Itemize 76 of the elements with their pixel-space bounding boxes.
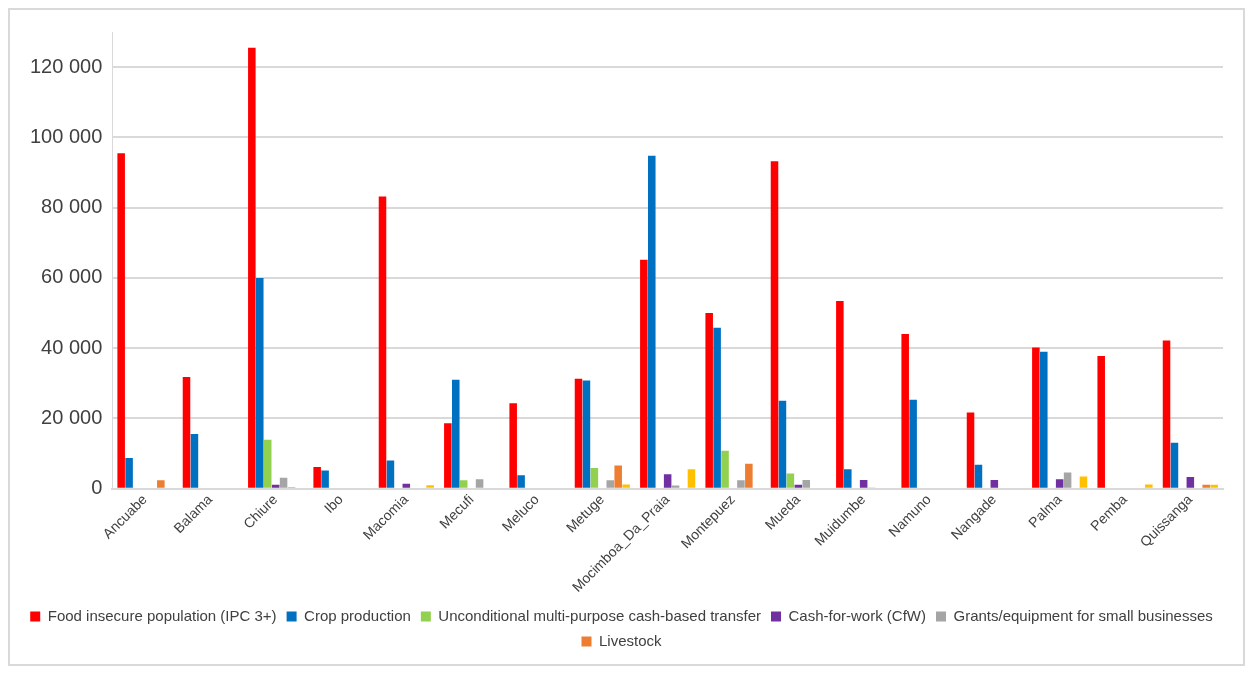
bar [182, 376, 191, 488]
y-tick-label: 60 000 [41, 265, 103, 288]
bar [256, 277, 264, 488]
bar [836, 301, 844, 488]
bar [844, 469, 852, 488]
bar [1210, 484, 1218, 488]
bar [1063, 472, 1072, 488]
bar [517, 475, 525, 488]
bar [117, 153, 125, 488]
bar [974, 464, 983, 488]
legend-label: Food insecure population (IPC 3+) [47, 606, 277, 624]
bar [713, 327, 721, 488]
bar [582, 380, 591, 488]
bar [1162, 340, 1171, 488]
bar [386, 460, 395, 488]
bar [426, 485, 434, 488]
bar [990, 479, 999, 488]
bar [909, 399, 917, 488]
bar [770, 161, 779, 488]
bar [966, 412, 975, 488]
bar [622, 484, 630, 488]
bar [640, 259, 648, 488]
bar [648, 155, 656, 488]
bar [248, 47, 256, 488]
bar [1186, 477, 1195, 488]
bar [705, 313, 713, 488]
bar [452, 379, 460, 488]
bar [859, 479, 868, 488]
y-tick-label: 120 000 [30, 54, 103, 77]
legend-label: Crop production [304, 606, 411, 624]
bar [663, 474, 672, 488]
bar [459, 480, 468, 488]
bar [1040, 351, 1048, 488]
bar [1202, 484, 1210, 488]
bar [321, 470, 329, 488]
bar [802, 479, 811, 488]
x-tick-label: Ibo [320, 491, 346, 517]
bar [794, 484, 803, 488]
bar [279, 477, 288, 488]
bar [1170, 442, 1179, 488]
bar [271, 484, 280, 488]
bar [475, 479, 484, 488]
bar [313, 466, 321, 488]
y-tick-label: 40 000 [41, 335, 103, 358]
bar [590, 467, 599, 488]
y-tick-label: 20 000 [41, 405, 103, 428]
legend-label: Grants/equipment for small businesses [953, 606, 1213, 624]
bar [778, 400, 787, 488]
bar [157, 480, 165, 488]
bar [263, 439, 272, 488]
bar [190, 433, 199, 488]
bar [1145, 484, 1153, 488]
legend-label: Unconditional multi-purpose cash-based transfer [438, 606, 761, 624]
bar [402, 483, 411, 488]
y-tick-label: 80 000 [41, 195, 103, 218]
y-tick-label: 0 [91, 476, 103, 499]
bar [125, 458, 133, 488]
bar [444, 423, 452, 488]
bar [606, 480, 615, 488]
bar [721, 450, 729, 488]
bar [1097, 355, 1105, 488]
bar [737, 480, 745, 488]
legend-label: Livestock [598, 631, 663, 649]
y-tick-label: 100 000 [30, 124, 103, 147]
legend-label: Cash-for-work (CfW) [788, 606, 926, 624]
bar [901, 334, 909, 488]
bar [614, 465, 622, 488]
bar [687, 469, 696, 488]
bar [1079, 476, 1088, 488]
bar [786, 473, 795, 488]
bar [509, 403, 517, 488]
bar [1032, 347, 1040, 488]
bar [574, 378, 583, 488]
bar [1055, 479, 1064, 488]
bar [378, 196, 387, 488]
bar [745, 463, 753, 488]
